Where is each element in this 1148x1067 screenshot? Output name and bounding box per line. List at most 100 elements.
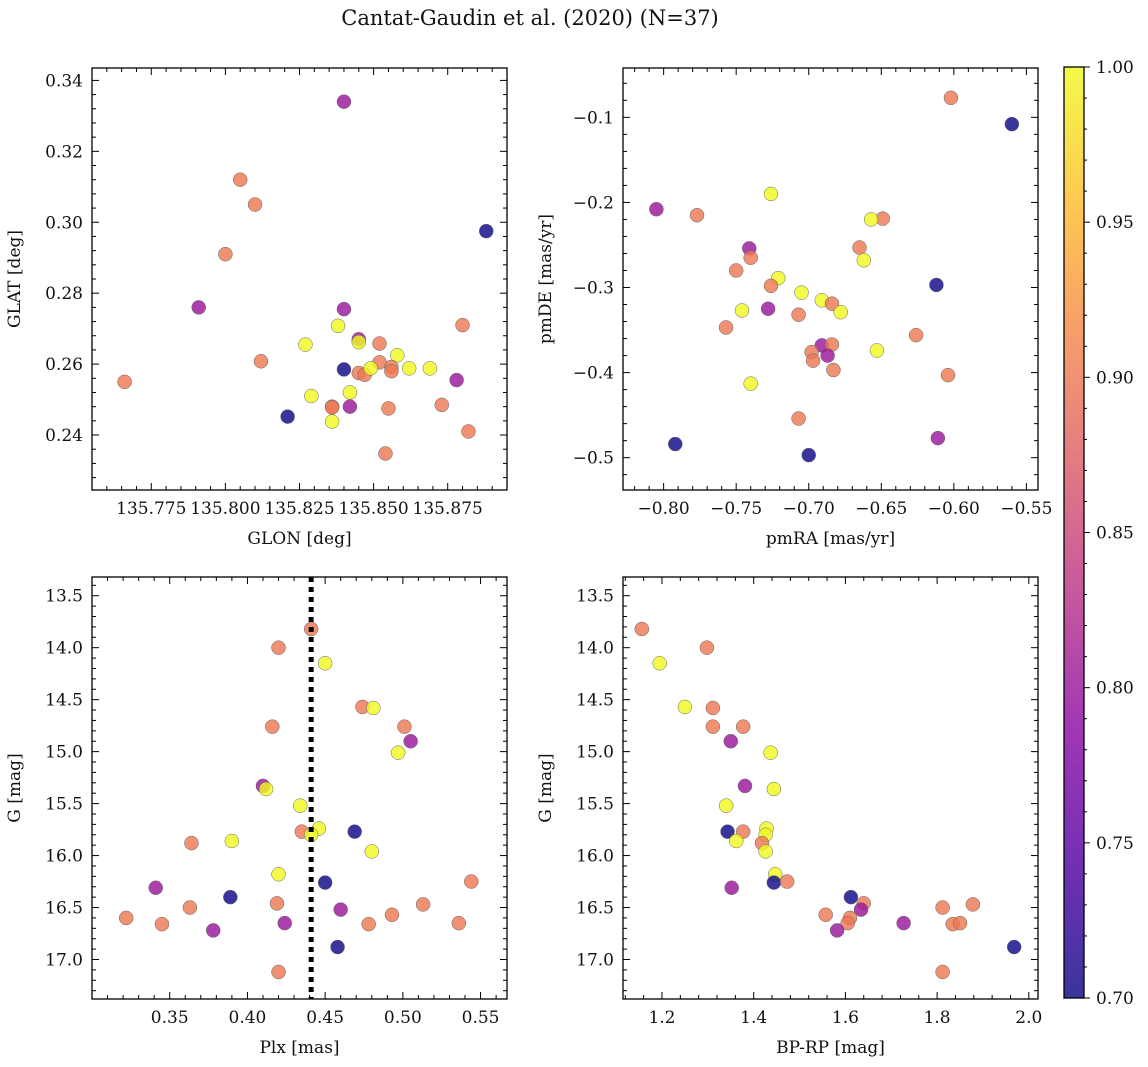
data-point xyxy=(718,798,734,813)
colorbar-tick-label: 0.90 xyxy=(1096,368,1134,388)
data-point xyxy=(363,361,378,376)
data-point xyxy=(649,201,664,217)
data-point xyxy=(952,915,968,931)
data-point xyxy=(758,844,773,859)
data-point xyxy=(943,90,959,106)
data-point xyxy=(853,902,869,917)
data-point xyxy=(763,745,778,760)
data-point xyxy=(366,700,381,716)
data-point xyxy=(779,874,795,889)
x-tick-label: −0.65 xyxy=(855,499,907,519)
data-point xyxy=(223,889,238,905)
data-point xyxy=(1006,939,1022,955)
data-point xyxy=(191,300,206,315)
x-tick-label: 135.875 xyxy=(413,499,483,519)
data-point xyxy=(378,446,393,461)
colorbar-tick-label: 0.95 xyxy=(1096,213,1134,233)
x-tick-label: 0.40 xyxy=(229,1008,267,1028)
data-point xyxy=(361,916,376,932)
plot-frame xyxy=(622,67,1039,491)
data-point xyxy=(737,778,753,794)
x-tick-label: 135.800 xyxy=(190,499,260,519)
data-point xyxy=(935,964,950,980)
colorbar-gradient xyxy=(1064,67,1084,998)
data-point xyxy=(434,397,450,413)
data-point xyxy=(403,733,418,749)
data-point xyxy=(766,875,782,890)
data-point xyxy=(401,361,417,376)
colorbar: 0.70 0.75 0.80 0.85 0.90 0.95 1.00 xyxy=(1063,58,1134,1009)
data-point xyxy=(265,719,280,734)
data-point xyxy=(298,337,313,352)
x-tick-label: 0.50 xyxy=(384,1008,422,1028)
panel-plx-g: 0.35 0.40 0.45 0.50 0.55 13.5 14.0 14.5 15.0 15.5… xyxy=(5,576,508,1058)
plot-frame xyxy=(91,67,508,491)
data-point xyxy=(908,327,924,343)
y-tick-label: 0.28 xyxy=(45,284,83,304)
x-tick-label: 2.0 xyxy=(1015,1008,1042,1028)
data-point xyxy=(415,897,431,912)
data-point xyxy=(293,798,308,813)
data-point xyxy=(852,240,867,255)
data-point xyxy=(253,354,269,369)
data-point xyxy=(372,336,387,351)
data-point xyxy=(689,207,705,223)
data-point xyxy=(833,304,848,320)
panel-pmra-pmde: −0.80 −0.75 −0.70 −0.65 −0.60 −0.55 −0.5 −0.4 −0… xyxy=(536,67,1052,549)
y-tick-label: 14.5 xyxy=(576,691,614,711)
data-point xyxy=(818,907,833,923)
data-point xyxy=(634,621,650,637)
data-point xyxy=(743,250,758,265)
y-axis-label: GLAT [deg] xyxy=(5,230,25,328)
x-axis-label: pmRA [mas/yr] xyxy=(766,529,895,549)
y-tick-label: 13.5 xyxy=(576,587,614,607)
x-tick-label: −0.80 xyxy=(638,499,690,519)
x-axis-label: BP-RP [mag] xyxy=(776,1038,885,1058)
data-point xyxy=(869,343,885,358)
data-point xyxy=(247,197,263,212)
data-point xyxy=(929,277,944,293)
data-point xyxy=(184,835,199,851)
y-tick-label: −0.2 xyxy=(573,193,614,213)
plot-frame xyxy=(622,576,1039,1000)
data-point xyxy=(728,263,744,278)
panel-bprp-g: 1.2 1.4 1.6 1.8 2.0 13.5 14.0 14.5 15.0 15.5 16.0 1… xyxy=(536,576,1042,1058)
data-point xyxy=(342,399,358,414)
y-tick-label: 14.5 xyxy=(45,691,83,711)
data-point xyxy=(347,824,362,839)
data-point xyxy=(705,719,721,734)
data-point xyxy=(330,318,346,334)
figure-title: Cantat-Gaudin et al. (2020) (N=37) xyxy=(341,6,719,30)
colorbar-tick-label: 0.80 xyxy=(1096,679,1134,699)
x-tick-label: −0.75 xyxy=(710,499,762,519)
y-tick-label: 0.30 xyxy=(45,213,83,233)
y-tick-label: 15.5 xyxy=(45,795,83,815)
data-point xyxy=(336,301,352,317)
data-point xyxy=(304,388,319,404)
data-point xyxy=(384,907,400,923)
y-tick-label: 16.0 xyxy=(576,847,614,867)
data-point xyxy=(324,400,340,415)
data-point xyxy=(384,363,399,379)
data-point xyxy=(826,362,841,378)
data-point xyxy=(763,278,779,294)
data-point xyxy=(269,896,285,911)
data-point xyxy=(324,414,340,429)
x-tick-label: −0.70 xyxy=(783,499,835,519)
x-tick-label: 135.825 xyxy=(264,499,334,519)
data-point xyxy=(277,915,292,931)
data-point xyxy=(317,875,333,890)
x-tick-label: 0.35 xyxy=(151,1008,189,1028)
x-axis-label: GLON [deg] xyxy=(247,529,351,549)
data-point xyxy=(791,307,806,322)
data-point xyxy=(218,246,233,262)
data-point xyxy=(735,719,751,734)
data-point xyxy=(117,374,132,390)
y-axis-label: pmDE [mas/yr] xyxy=(536,214,556,344)
data-point xyxy=(351,334,367,350)
y-tick-label: −0.4 xyxy=(573,364,614,384)
data-point xyxy=(699,640,715,655)
data-point xyxy=(271,867,286,882)
y-axis-label: G [mag] xyxy=(5,753,25,822)
